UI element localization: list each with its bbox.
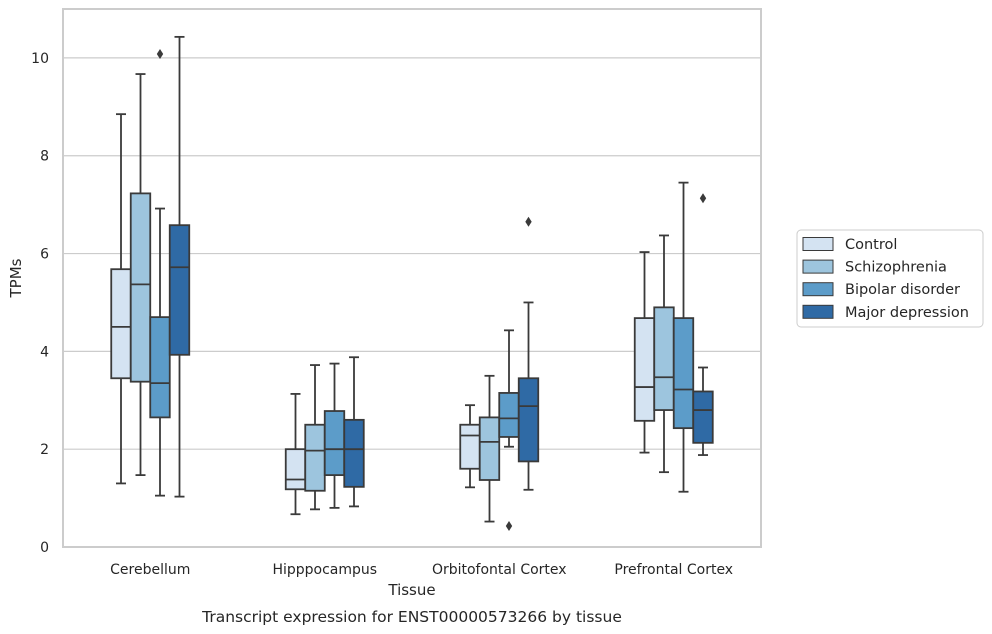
- outlier-point: [156, 48, 164, 59]
- legend-entry: Major depression: [845, 305, 969, 321]
- legend-entry: Control: [845, 237, 897, 253]
- box: [284, 448, 307, 491]
- legend-swatch: [802, 237, 834, 251]
- y-tick-label: 8: [40, 149, 49, 165]
- legend-swatch: [802, 259, 834, 274]
- box: [478, 416, 501, 481]
- y-tick-label: 6: [40, 247, 49, 263]
- outlier-point: [505, 520, 513, 531]
- box: [672, 317, 695, 430]
- x-tick-label: Orbitofontal Cortex: [432, 562, 567, 578]
- box: [498, 392, 520, 438]
- legend-swatch: [802, 282, 834, 297]
- plot-frame: [62, 8, 762, 548]
- x-tick-label: Hipppocampus: [272, 562, 377, 578]
- box: [692, 390, 714, 444]
- box: [149, 316, 171, 419]
- x-axis-label: Tissue: [387, 581, 435, 599]
- y-tick-label: 2: [40, 442, 49, 458]
- y-tick-label: 10: [31, 51, 49, 67]
- box: [168, 224, 191, 356]
- y-tick-label: 0: [40, 540, 49, 556]
- box: [517, 377, 540, 463]
- box: [633, 317, 656, 422]
- box: [343, 418, 365, 488]
- legend-frame: [796, 229, 984, 328]
- x-tick-label: Prefrontal Cortex: [614, 562, 733, 578]
- legend-entry: Bipolar disorder: [845, 282, 960, 298]
- series-control: [110, 113, 656, 516]
- chart-caption: Transcript expression for ENST0000057326…: [201, 608, 622, 626]
- y-axis-ticks: 0 2 4 6 8 10: [31, 51, 49, 556]
- legend-swatch: [802, 304, 834, 319]
- legend-entry: Schizophrenia: [845, 260, 947, 276]
- series-schizophrenia: [129, 73, 675, 523]
- outlier-point: [699, 193, 707, 204]
- outlier-point: [525, 216, 532, 227]
- y-tick-label: 4: [40, 344, 49, 360]
- x-axis-ticks: Cerebellum Hipppocampus Orbitofontal Corte…: [110, 562, 733, 578]
- series-bipolar-disorder: [149, 48, 695, 531]
- box: [304, 423, 326, 492]
- box-series: [110, 35, 714, 531]
- box: [129, 192, 152, 383]
- plot-area: [63, 9, 761, 547]
- series-major-depression: [168, 35, 714, 508]
- y-axis-label: TPMs: [7, 258, 25, 298]
- box: [110, 268, 132, 380]
- legend: Control Schizophrenia Bipolar disorder Majo…: [796, 229, 984, 328]
- x-tick-label: Cerebellum: [110, 562, 190, 578]
- box: [653, 306, 675, 411]
- box: [323, 410, 346, 477]
- box: [459, 423, 481, 470]
